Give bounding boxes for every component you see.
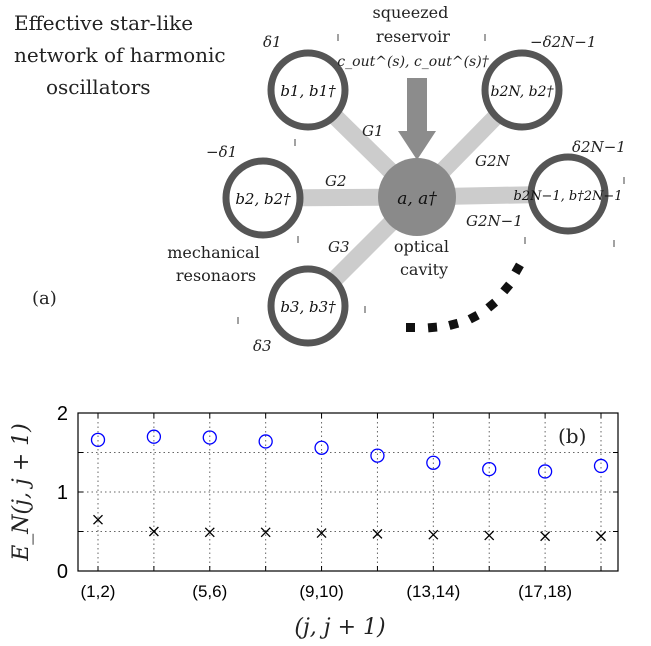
x-tick-label: (5,6): [192, 582, 227, 601]
reservoir-operators: c_out^(s), c_out^(s)†: [337, 54, 489, 70]
coupling-g2n-1: G2N−1: [466, 212, 523, 230]
x-marker: [93, 514, 103, 525]
oscillator-b1-ring: [267, 49, 349, 131]
cavity-line-1: optical: [394, 237, 449, 256]
x-tick-label: (13,14): [406, 582, 460, 601]
reservoir-label: squeezed reservoir: [373, 3, 454, 46]
grid-layer: [78, 413, 618, 571]
y-tick-label: 1: [57, 482, 68, 504]
diagram-title: Effective star-like network of harmonic …: [14, 11, 232, 99]
oscillator-b2-ops: b2, b2†: [235, 190, 291, 208]
coupling-g1: G1: [362, 122, 384, 140]
circle-marker: [314, 440, 329, 455]
title-line-3: oscillators: [46, 75, 151, 99]
resonator-line-2: resonaors: [176, 266, 256, 285]
y-tick-label: 0: [57, 561, 68, 583]
detuning-b2n: −δ2N−1: [530, 33, 596, 51]
y-tick-labels: 0 1 2: [57, 403, 68, 583]
circle-marker: [370, 448, 385, 463]
circle-marker: [90, 432, 106, 448]
ellipsis-dots: [406, 262, 524, 333]
oscillator-b1-ops: b1, b1†: [280, 82, 336, 100]
x-marker: [372, 528, 383, 539]
coupling-g2n: G2N: [475, 152, 511, 170]
circle-marker: [146, 429, 162, 444]
reservoir-arrow: [398, 78, 436, 160]
detuning-b3: δ3: [253, 337, 272, 355]
marker-layer: [90, 429, 609, 542]
x-marker: [596, 531, 606, 542]
network-diagram: Effective star-like network of harmonic …: [14, 3, 626, 355]
x-tick-label: (17,18): [518, 582, 572, 601]
oscillator-b2n-1-ops: b2N−1, b†2N−1: [513, 189, 622, 204]
x-tick-label: (1,2): [81, 582, 116, 601]
entanglement-chart: 0 1 2 (1,2) (5,6) (9,10) (13,14) (17,18) (b) (…: [9, 403, 619, 640]
x-marker: [260, 527, 271, 538]
cavity-label: optical cavity: [394, 237, 454, 279]
detuning-b1: δ1: [263, 33, 282, 51]
panel-label-b: (b): [558, 424, 586, 448]
x-marker: [204, 527, 215, 538]
cavity-operator: a, a†: [397, 189, 437, 209]
y-tick-label: 2: [57, 403, 68, 425]
oscillator-b2n-ring: [481, 49, 563, 131]
x-marker: [148, 526, 159, 537]
circle-marker: [537, 464, 553, 479]
circle-marker: [258, 434, 273, 449]
title-line-2: network of harmonic: [14, 43, 226, 67]
y-axis-label: E_N(j, j + 1): [9, 423, 34, 562]
detuning-b2n-1: δ2N−1: [572, 138, 626, 156]
coupling-g2: G2: [325, 172, 347, 190]
oscillator-b2-ring: [222, 157, 304, 239]
reservoir-line-2: reservoir: [376, 27, 450, 46]
detuning-b2: −δ1: [206, 143, 237, 161]
panel-label-a: (a): [32, 288, 57, 309]
cavity-line-2: cavity: [400, 260, 448, 279]
optical-cavity-hub: [378, 158, 456, 236]
coupling-g3: G3: [328, 238, 350, 256]
x-axis-label: (j, j + 1): [294, 615, 385, 640]
oscillator-b2n-1-ring: [527, 153, 609, 235]
oscillator-b3-ops: b3, b3†: [280, 298, 336, 316]
ring-ticks: [237, 34, 625, 324]
oscillator-b2n-ops: b2N, b2†: [491, 84, 555, 100]
circle-marker: [593, 458, 609, 474]
resonator-line-1: mechanical: [167, 243, 259, 262]
tick-layer: [78, 412, 618, 572]
reservoir-line-1: squeezed: [373, 3, 449, 22]
x-marker: [540, 531, 551, 542]
x-tick-labels: (1,2) (5,6) (9,10) (13,14) (17,18): [81, 582, 573, 601]
x-marker: [484, 530, 495, 541]
circle-marker: [426, 455, 441, 470]
circle-marker: [202, 430, 217, 445]
resonator-label: mechanical resonaors: [167, 243, 265, 285]
x-marker: [316, 528, 327, 539]
title-line-1: Effective star-like: [14, 11, 193, 35]
circle-marker: [482, 461, 497, 477]
x-tick-label: (9,10): [299, 582, 343, 601]
x-marker: [428, 529, 439, 540]
oscillator-b3-ring: [267, 265, 349, 347]
